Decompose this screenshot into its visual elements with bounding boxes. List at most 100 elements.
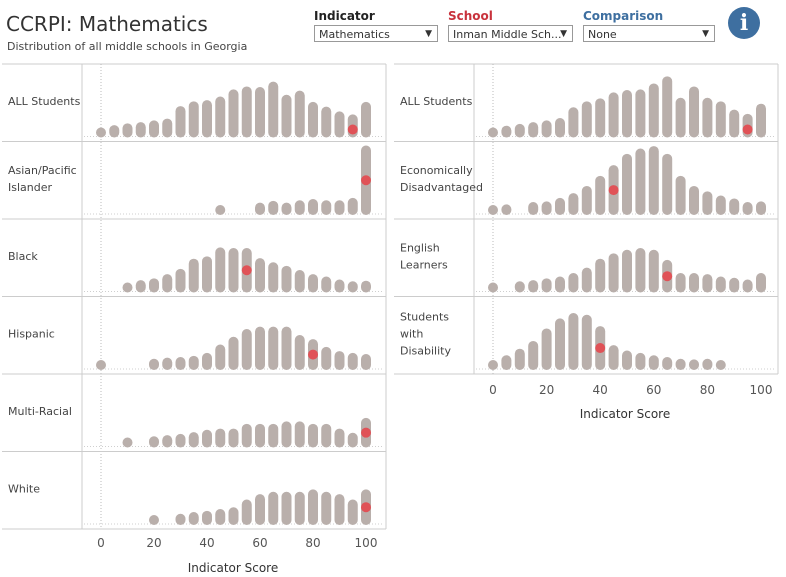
school-highlight-dot[interactable] xyxy=(608,185,619,196)
dot-column-mark xyxy=(294,491,305,525)
dot-column-mark xyxy=(622,350,632,370)
dot-column-mark xyxy=(334,279,345,293)
dot-column-mark xyxy=(689,185,699,215)
school-highlight-dot[interactable] xyxy=(308,349,318,360)
dot-column-mark xyxy=(756,201,766,215)
dot-column-mark xyxy=(321,346,332,370)
info-icon[interactable]: i xyxy=(728,7,760,39)
row-label: Hispanic xyxy=(8,327,55,340)
x-axis-title: Indicator Score xyxy=(580,407,670,421)
school-highlight-dot[interactable] xyxy=(241,265,252,276)
dot-column-mark xyxy=(202,100,212,138)
dot-column-mark xyxy=(255,258,265,293)
dot-column-mark xyxy=(608,92,619,138)
dot-column-mark xyxy=(675,175,686,215)
dot-column-mark xyxy=(162,118,173,138)
dot-column-mark xyxy=(501,204,512,215)
dot-column-mark xyxy=(281,491,292,525)
dot-column-mark xyxy=(162,274,173,293)
dot-column-mark xyxy=(188,355,199,370)
dot-column-mark xyxy=(729,198,740,215)
dot-column-mark xyxy=(595,258,606,293)
row-label: Multi-Racial xyxy=(8,405,72,418)
dot-column-mark xyxy=(215,96,226,138)
dot-column-mark xyxy=(581,185,592,215)
dot-column-mark xyxy=(595,175,606,215)
dot-column-mark xyxy=(122,282,133,293)
x-tick-label: 80 xyxy=(305,536,320,550)
dot-column-mark xyxy=(689,86,699,138)
dot-column-mark xyxy=(149,436,159,448)
school-highlight-dot[interactable] xyxy=(361,175,371,186)
dot-column-mark xyxy=(635,352,646,370)
dot-column-mark xyxy=(541,328,552,370)
indicator-dropdown[interactable]: Mathematics ▼ xyxy=(314,25,438,42)
dot-column-mark xyxy=(321,106,332,138)
dot-column-mark xyxy=(581,101,592,138)
dot-column-mark xyxy=(149,358,159,370)
dot-column-mark xyxy=(702,97,713,138)
comparison-dropdown[interactable]: None ▼ xyxy=(583,25,715,42)
dot-column-mark xyxy=(268,262,279,293)
school-highlight-dot[interactable] xyxy=(347,124,358,135)
dot-column-mark xyxy=(334,428,345,448)
dot-column-mark xyxy=(162,435,173,448)
dot-column-mark xyxy=(555,117,565,138)
dot-column-mark xyxy=(347,432,358,448)
dot-column-mark xyxy=(622,249,632,293)
x-tick-label: 20 xyxy=(146,536,161,550)
dot-column-mark xyxy=(96,127,106,138)
dot-column-mark xyxy=(662,76,673,138)
dot-column-mark xyxy=(215,205,226,215)
dot-column-mark xyxy=(175,513,186,525)
dot-column-mark xyxy=(281,202,292,215)
dot-column-mark xyxy=(361,354,371,370)
dot-column-mark xyxy=(595,98,606,138)
school-highlight-dot[interactable] xyxy=(595,343,606,354)
dot-column-mark xyxy=(581,267,592,293)
dot-column-mark xyxy=(228,336,239,370)
dot-column-mark xyxy=(308,489,318,525)
dot-column-mark xyxy=(528,340,539,370)
dot-column-mark xyxy=(268,200,279,215)
dot-column-mark xyxy=(294,270,305,293)
x-tick-label: 40 xyxy=(593,383,608,397)
school-highlight-dot[interactable] xyxy=(662,271,673,282)
dot-column-mark xyxy=(281,265,292,293)
indicator-filter-label: Indicator xyxy=(314,9,375,23)
dot-column-mark xyxy=(255,202,265,215)
x-tick-label: 100 xyxy=(750,383,773,397)
dot-column-mark xyxy=(162,357,173,370)
dot-column-mark xyxy=(514,123,525,138)
dot-column-mark xyxy=(96,360,106,370)
dot-column-mark xyxy=(514,281,525,293)
dot-column-mark xyxy=(202,352,212,370)
dot-column-mark xyxy=(241,423,252,448)
x-tick-label: 20 xyxy=(539,383,554,397)
x-tick-label: 60 xyxy=(252,536,267,550)
dot-column-mark xyxy=(255,326,265,370)
x-tick-label: 80 xyxy=(700,383,715,397)
dot-column-mark xyxy=(662,153,673,215)
school-highlight-dot[interactable] xyxy=(361,502,371,513)
dot-column-mark xyxy=(122,437,133,448)
dot-column-mark xyxy=(175,433,186,448)
dot-column-mark xyxy=(149,278,159,293)
dot-column-mark xyxy=(608,253,619,293)
dot-column-mark xyxy=(501,125,512,138)
dot-column-mark xyxy=(188,512,199,525)
dot-column-mark xyxy=(268,491,279,525)
school-dropdown[interactable]: Inman Middle Sch... ▼ xyxy=(448,25,573,42)
x-tick-label: 60 xyxy=(646,383,661,397)
dot-column-mark xyxy=(321,423,332,448)
dot-column-mark xyxy=(215,428,226,448)
row-label: ALL Students xyxy=(400,95,473,108)
dot-column-mark xyxy=(742,279,753,293)
row-label: Black xyxy=(8,250,38,263)
dot-column-mark xyxy=(528,280,539,293)
school-highlight-dot[interactable] xyxy=(361,427,371,438)
dot-column-mark xyxy=(294,200,305,215)
dot-column-mark xyxy=(228,89,239,138)
school-highlight-dot[interactable] xyxy=(742,124,753,135)
dot-column-mark xyxy=(622,90,632,138)
